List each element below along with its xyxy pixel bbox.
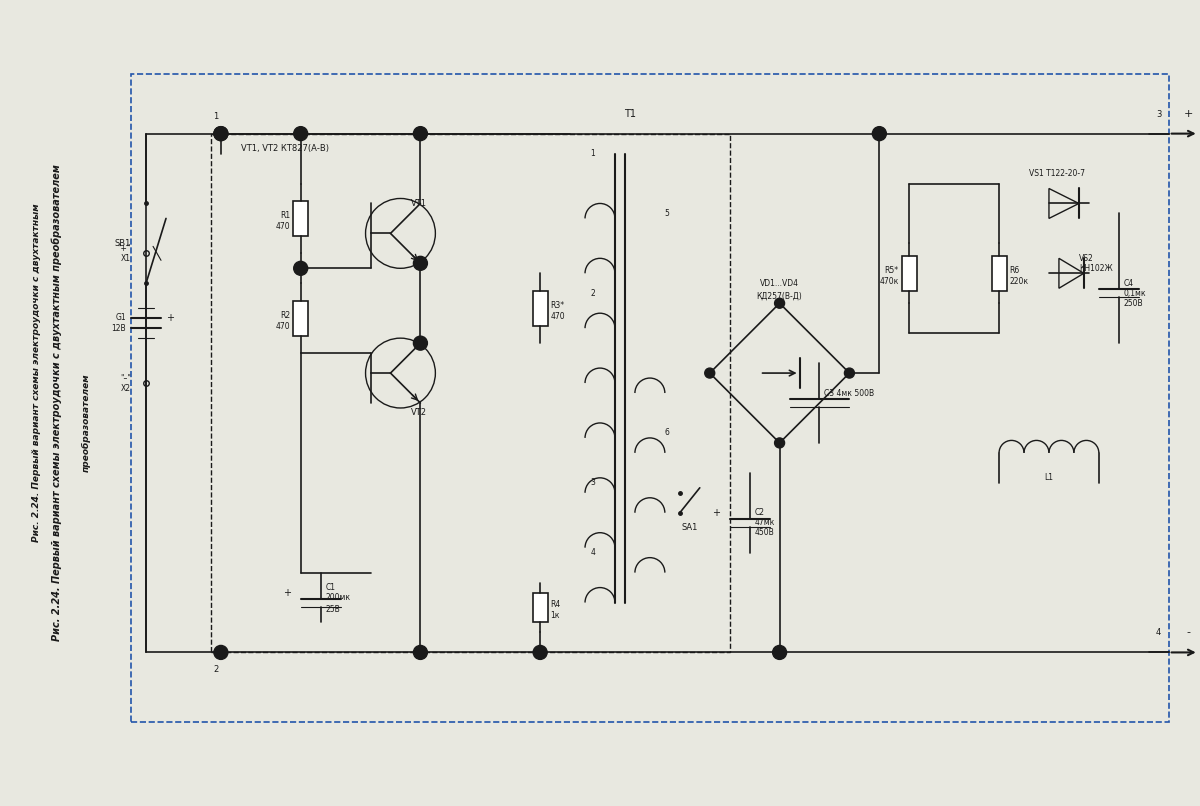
Text: SB1: SB1 xyxy=(115,239,131,248)
Circle shape xyxy=(773,646,786,659)
Text: -: - xyxy=(1187,627,1190,638)
Text: 4: 4 xyxy=(1156,629,1162,638)
Text: R5*: R5* xyxy=(884,266,899,275)
Text: Рис. 2.24. Первый вариант схемы электроудочки с двухтактным преобразователем: Рис. 2.24. Первый вариант схемы электроу… xyxy=(52,164,61,642)
Text: 470: 470 xyxy=(551,312,565,321)
Text: C3 4мк 500В: C3 4мк 500В xyxy=(824,388,875,397)
Text: 4: 4 xyxy=(590,548,595,557)
Text: Рис. 2.24. Первый вариант схемы электроудочки с двухтактным: Рис. 2.24. Первый вариант схемы электроу… xyxy=(32,204,41,542)
Text: 1: 1 xyxy=(590,149,595,158)
Circle shape xyxy=(872,127,887,140)
Text: 3: 3 xyxy=(590,478,595,488)
Circle shape xyxy=(414,646,427,659)
Bar xyxy=(533,592,547,622)
Text: 5: 5 xyxy=(665,209,670,218)
Bar xyxy=(533,291,547,326)
Text: 0,1мк: 0,1мк xyxy=(1123,289,1146,297)
Text: 450В: 450В xyxy=(755,528,774,538)
Text: G1
12В: G1 12В xyxy=(112,314,126,333)
Text: 25В: 25В xyxy=(325,605,341,614)
Text: VS2: VS2 xyxy=(1079,254,1093,263)
Text: +: + xyxy=(283,588,290,597)
Text: SA1: SA1 xyxy=(682,523,698,532)
Text: 1к: 1к xyxy=(551,611,560,620)
Text: 3: 3 xyxy=(1156,110,1162,118)
Text: "–"
X2: "–" X2 xyxy=(120,373,131,393)
Text: C4: C4 xyxy=(1123,279,1134,288)
Text: 250В: 250В xyxy=(1123,299,1144,308)
Circle shape xyxy=(294,261,307,276)
Text: R4: R4 xyxy=(551,600,560,609)
Circle shape xyxy=(533,646,547,659)
Bar xyxy=(211,134,730,652)
Bar xyxy=(991,256,1007,291)
Text: 2: 2 xyxy=(590,289,595,297)
Text: +: + xyxy=(1184,109,1193,118)
Circle shape xyxy=(414,256,427,270)
Bar xyxy=(131,74,1169,722)
Text: L1: L1 xyxy=(1044,473,1054,482)
Text: 220к: 220к xyxy=(1009,276,1028,286)
Text: КД257(В-Д): КД257(В-Д) xyxy=(757,291,803,301)
Text: VT1: VT1 xyxy=(410,199,426,208)
Circle shape xyxy=(774,438,785,448)
Text: 470к: 470к xyxy=(880,276,899,286)
Text: 200мк: 200мк xyxy=(325,593,350,602)
Circle shape xyxy=(845,368,854,378)
Text: 470: 470 xyxy=(276,222,290,231)
Text: R2: R2 xyxy=(280,310,290,320)
Text: 1: 1 xyxy=(214,112,218,121)
Text: R3*: R3* xyxy=(551,301,565,310)
Bar xyxy=(901,256,917,291)
Text: +: + xyxy=(712,508,720,517)
Bar xyxy=(293,201,308,236)
Circle shape xyxy=(704,368,715,378)
Text: преобразователем: преобразователем xyxy=(82,374,91,472)
Text: 47мк: 47мк xyxy=(755,518,775,527)
Bar xyxy=(293,301,308,335)
Circle shape xyxy=(214,127,228,140)
Circle shape xyxy=(214,127,228,140)
Circle shape xyxy=(414,127,427,140)
Text: VT1, VT2 КТ827(А-В): VT1, VT2 КТ827(А-В) xyxy=(241,143,329,152)
Text: R6: R6 xyxy=(1009,266,1020,275)
Text: "+"
X1: "+" X1 xyxy=(118,243,131,263)
Text: 6: 6 xyxy=(665,429,670,438)
Text: VT2: VT2 xyxy=(410,409,426,418)
Text: 2: 2 xyxy=(214,666,218,675)
Text: +: + xyxy=(166,314,174,323)
Circle shape xyxy=(214,646,228,659)
Text: C1: C1 xyxy=(325,583,336,592)
Circle shape xyxy=(414,336,427,350)
Text: T1: T1 xyxy=(624,109,636,118)
Text: 470: 470 xyxy=(276,322,290,330)
Text: C2: C2 xyxy=(755,509,764,517)
Text: VD1...VD4: VD1...VD4 xyxy=(760,279,799,289)
Text: КН102Ж: КН102Ж xyxy=(1079,264,1112,272)
Circle shape xyxy=(774,298,785,308)
Circle shape xyxy=(294,127,307,140)
Text: R1: R1 xyxy=(280,211,290,220)
Text: VS1 Т122-20-7: VS1 Т122-20-7 xyxy=(1030,169,1085,178)
